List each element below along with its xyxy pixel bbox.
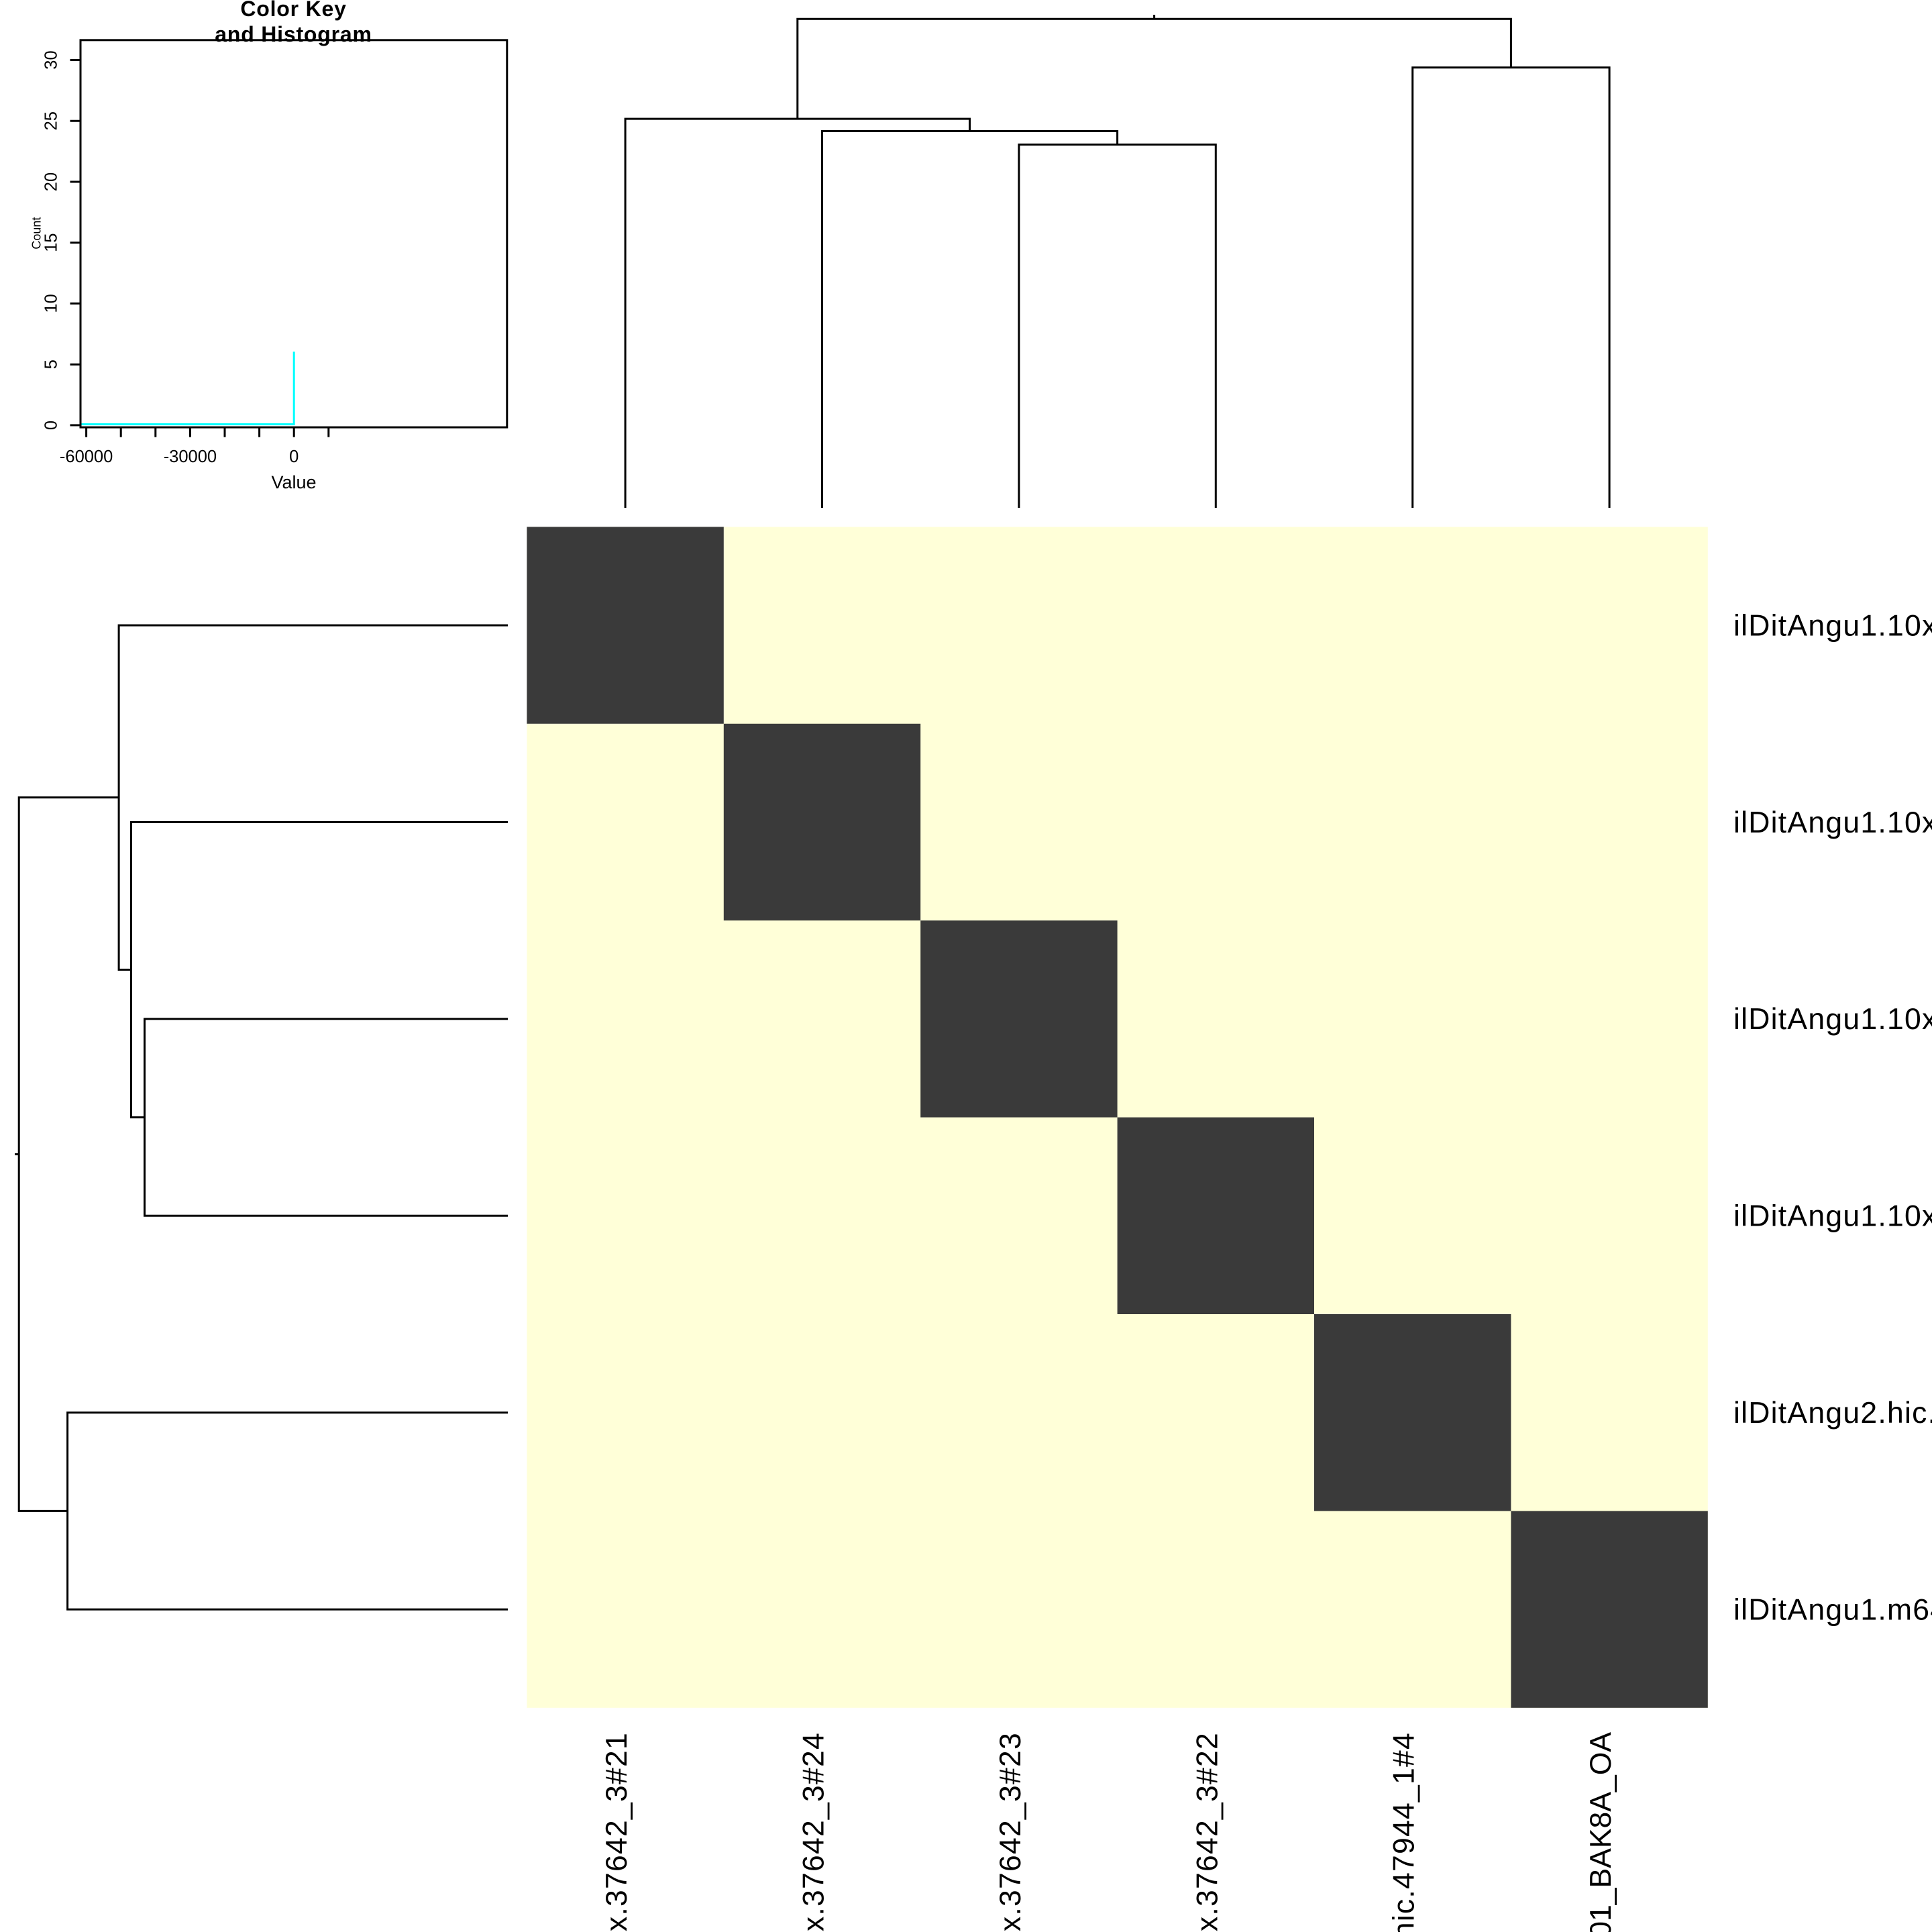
svg-text:ilDitAngu1.10x.37642_3#22: ilDitAngu1.10x.37642_3#22 bbox=[1191, 1732, 1224, 1932]
svg-text:15: 15 bbox=[42, 233, 61, 252]
svg-text:ilDitAngu1.10x.37642_3#21: ilDitAngu1.10x.37642_3#21 bbox=[1733, 609, 1932, 642]
svg-text:Count: Count bbox=[30, 217, 44, 250]
svg-text:ilDitAngu1.m64048_001_BAK8A_OA: ilDitAngu1.m64048_001_BAK8A_OA bbox=[1585, 1732, 1617, 1932]
svg-text:Color Key: Color Key bbox=[240, 0, 346, 21]
svg-text:ilDitAngu1.m64048_210304_1: ilDitAngu1.m64048_210304_1 bbox=[1733, 1593, 1932, 1626]
svg-text:0: 0 bbox=[42, 421, 61, 430]
svg-text:ilDitAngu2.hic.47944_1#4: ilDitAngu2.hic.47944_1#4 bbox=[1733, 1397, 1932, 1430]
svg-text:0: 0 bbox=[289, 447, 299, 466]
svg-text:25: 25 bbox=[42, 111, 61, 130]
svg-text:ilDitAngu1.10x.37642_3#23: ilDitAngu1.10x.37642_3#23 bbox=[1733, 1003, 1932, 1036]
svg-text:ilDitAngu1.10x.37642_3#21: ilDitAngu1.10x.37642_3#21 bbox=[600, 1732, 633, 1932]
svg-text:ilDitAngu1.10x.37642_3#22: ilDitAngu1.10x.37642_3#22 bbox=[1733, 1200, 1932, 1233]
svg-text:ilDitAngu1.10x.37642_3#24: ilDitAngu1.10x.37642_3#24 bbox=[1733, 806, 1932, 839]
svg-text:ilDitAngu1.10x.37642_3#23: ilDitAngu1.10x.37642_3#23 bbox=[994, 1732, 1027, 1932]
svg-text:and Histogram: and Histogram bbox=[215, 22, 372, 46]
svg-text:20: 20 bbox=[42, 172, 61, 191]
svg-text:30: 30 bbox=[42, 50, 61, 69]
svg-text:-60000: -60000 bbox=[60, 447, 113, 466]
svg-text:ilDitAngu2.hic.47944_1#4: ilDitAngu2.hic.47944_1#4 bbox=[1388, 1732, 1421, 1932]
svg-text:ilDitAngu1.10x.37642_3#24: ilDitAngu1.10x.37642_3#24 bbox=[798, 1732, 830, 1932]
svg-text:10: 10 bbox=[42, 294, 61, 313]
svg-text:5: 5 bbox=[42, 360, 61, 369]
svg-text:Value: Value bbox=[271, 472, 316, 492]
svg-text:-30000: -30000 bbox=[164, 447, 217, 466]
